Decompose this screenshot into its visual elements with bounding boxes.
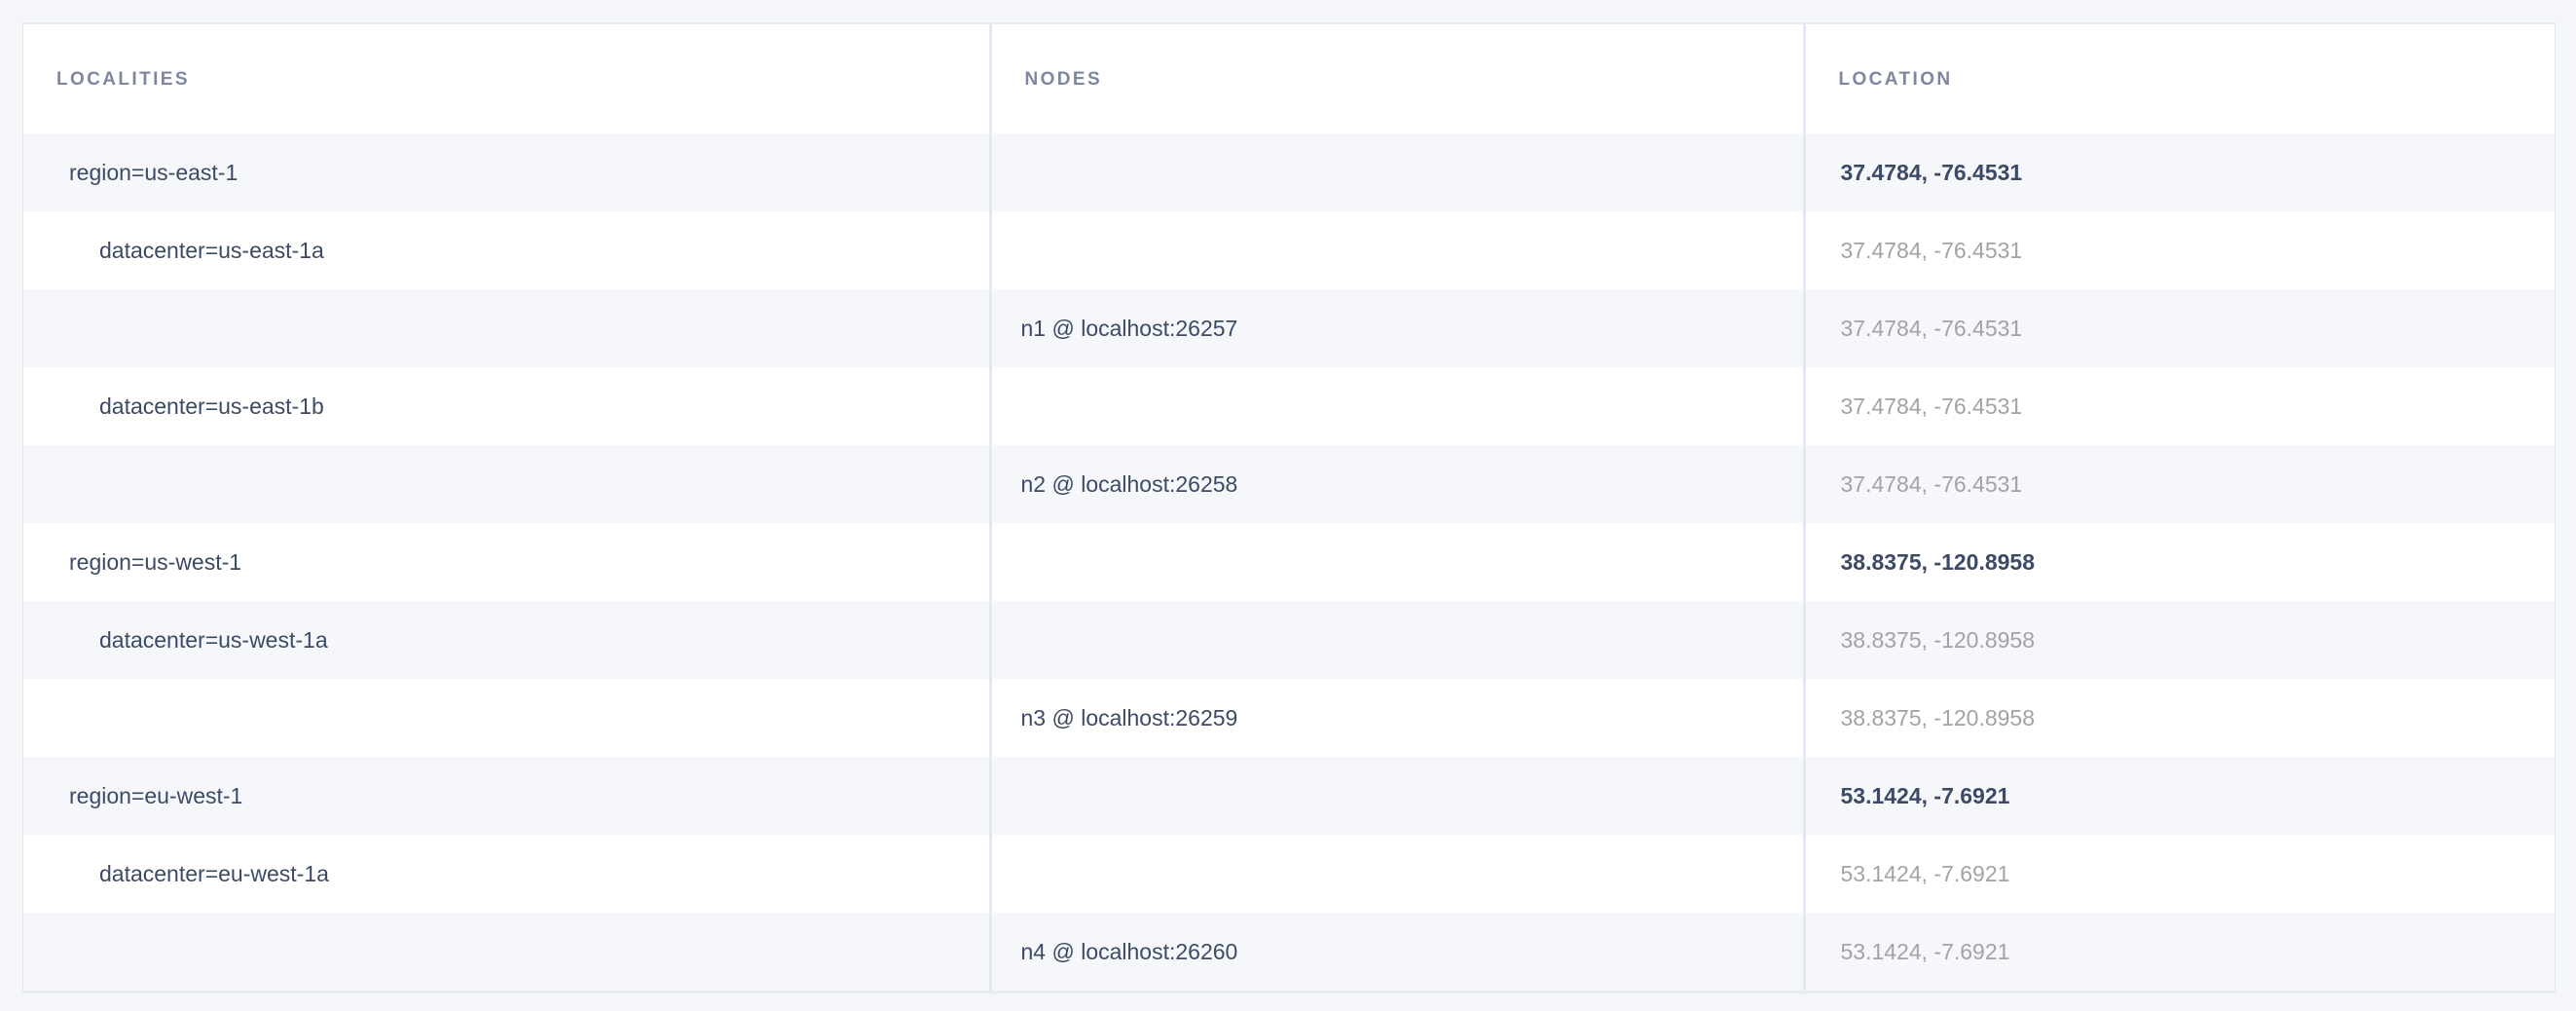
cell-nodes <box>988 757 1804 835</box>
table-body: region=us-east-1 37.4784, -76.4531 datacen… <box>23 133 2555 991</box>
cell-locality: datacenter=us-west-1a <box>99 626 328 653</box>
cell-nodes <box>988 835 1804 913</box>
cell-nodes <box>988 523 1804 601</box>
cell-nodes: n2 @ localhost:26258 <box>988 445 1804 523</box>
localities-card: LOCALITIES NODES LOCATION region=us-east… <box>22 22 2556 993</box>
cell-nodes <box>988 211 1804 289</box>
table-row[interactable]: n3 @ localhost:26259 38.8375, -120.8958 <box>23 679 2555 757</box>
cell-locality: region=us-east-1 <box>69 159 239 185</box>
cell-locality <box>23 913 990 991</box>
cell-locality: datacenter=us-east-1a <box>99 237 324 263</box>
cell-location: 38.8375, -120.8958 <box>1802 679 2555 757</box>
cell-nodes <box>988 133 1804 211</box>
cell-location: 37.4784, -76.4531 <box>1802 133 2555 211</box>
cell-location: 53.1424, -7.6921 <box>1802 757 2555 835</box>
table-row[interactable]: n1 @ localhost:26257 37.4784, -76.4531 <box>23 289 2555 367</box>
cell-locality: datacenter=us-east-1b <box>99 393 324 419</box>
table-header: LOCALITIES NODES LOCATION <box>23 24 2555 133</box>
table-row[interactable]: n4 @ localhost:26260 53.1424, -7.6921 <box>23 913 2555 991</box>
table-row[interactable]: datacenter=us-east-1a 37.4784, -76.4531 <box>23 211 2555 289</box>
cell-locality: datacenter=eu-west-1a <box>99 860 329 886</box>
column-header-location-label: LOCATION <box>1838 68 1953 90</box>
table-row[interactable]: region=us-west-1 38.8375, -120.8958 <box>23 523 2555 601</box>
cell-locality <box>23 679 990 757</box>
cell-location: 53.1424, -7.6921 <box>1802 835 2555 913</box>
cell-nodes <box>988 367 1804 445</box>
cell-location: 37.4784, -76.4531 <box>1802 211 2555 289</box>
table-row[interactable]: region=eu-west-1 53.1424, -7.6921 <box>23 757 2555 835</box>
cell-location: 38.8375, -120.8958 <box>1802 601 2555 679</box>
cell-location: 37.4784, -76.4531 <box>1802 367 2555 445</box>
column-header-localities[interactable]: LOCALITIES <box>23 24 990 133</box>
localities-table: LOCALITIES NODES LOCATION region=us-east… <box>23 24 2555 991</box>
table-row[interactable]: region=us-east-1 37.4784, -76.4531 <box>23 133 2555 211</box>
cell-nodes <box>988 601 1804 679</box>
cell-location: 37.4784, -76.4531 <box>1802 445 2555 523</box>
table-row[interactable]: datacenter=us-east-1b 37.4784, -76.4531 <box>23 367 2555 445</box>
column-header-nodes-label: NODES <box>1024 68 1103 90</box>
cell-location: 38.8375, -120.8958 <box>1802 523 2555 601</box>
column-header-nodes[interactable]: NODES <box>988 24 1804 133</box>
cell-locality: region=us-west-1 <box>69 548 242 575</box>
cell-location: 37.4784, -76.4531 <box>1802 289 2555 367</box>
cell-location: 53.1424, -7.6921 <box>1802 913 2555 991</box>
cell-nodes: n3 @ localhost:26259 <box>988 679 1804 757</box>
table-row[interactable]: n2 @ localhost:26258 37.4784, -76.4531 <box>23 445 2555 523</box>
cell-locality <box>23 289 990 367</box>
cell-locality <box>23 445 990 523</box>
table-header-row: LOCALITIES NODES LOCATION <box>23 24 2555 133</box>
column-header-location[interactable]: LOCATION <box>1802 24 2555 133</box>
cell-nodes: n1 @ localhost:26257 <box>988 289 1804 367</box>
cell-locality: region=eu-west-1 <box>69 782 243 808</box>
table-row[interactable]: datacenter=eu-west-1a 53.1424, -7.6921 <box>23 835 2555 913</box>
column-header-localities-label: LOCALITIES <box>56 68 190 90</box>
table-row[interactable]: datacenter=us-west-1a 38.8375, -120.8958 <box>23 601 2555 679</box>
cell-nodes: n4 @ localhost:26260 <box>988 913 1804 991</box>
